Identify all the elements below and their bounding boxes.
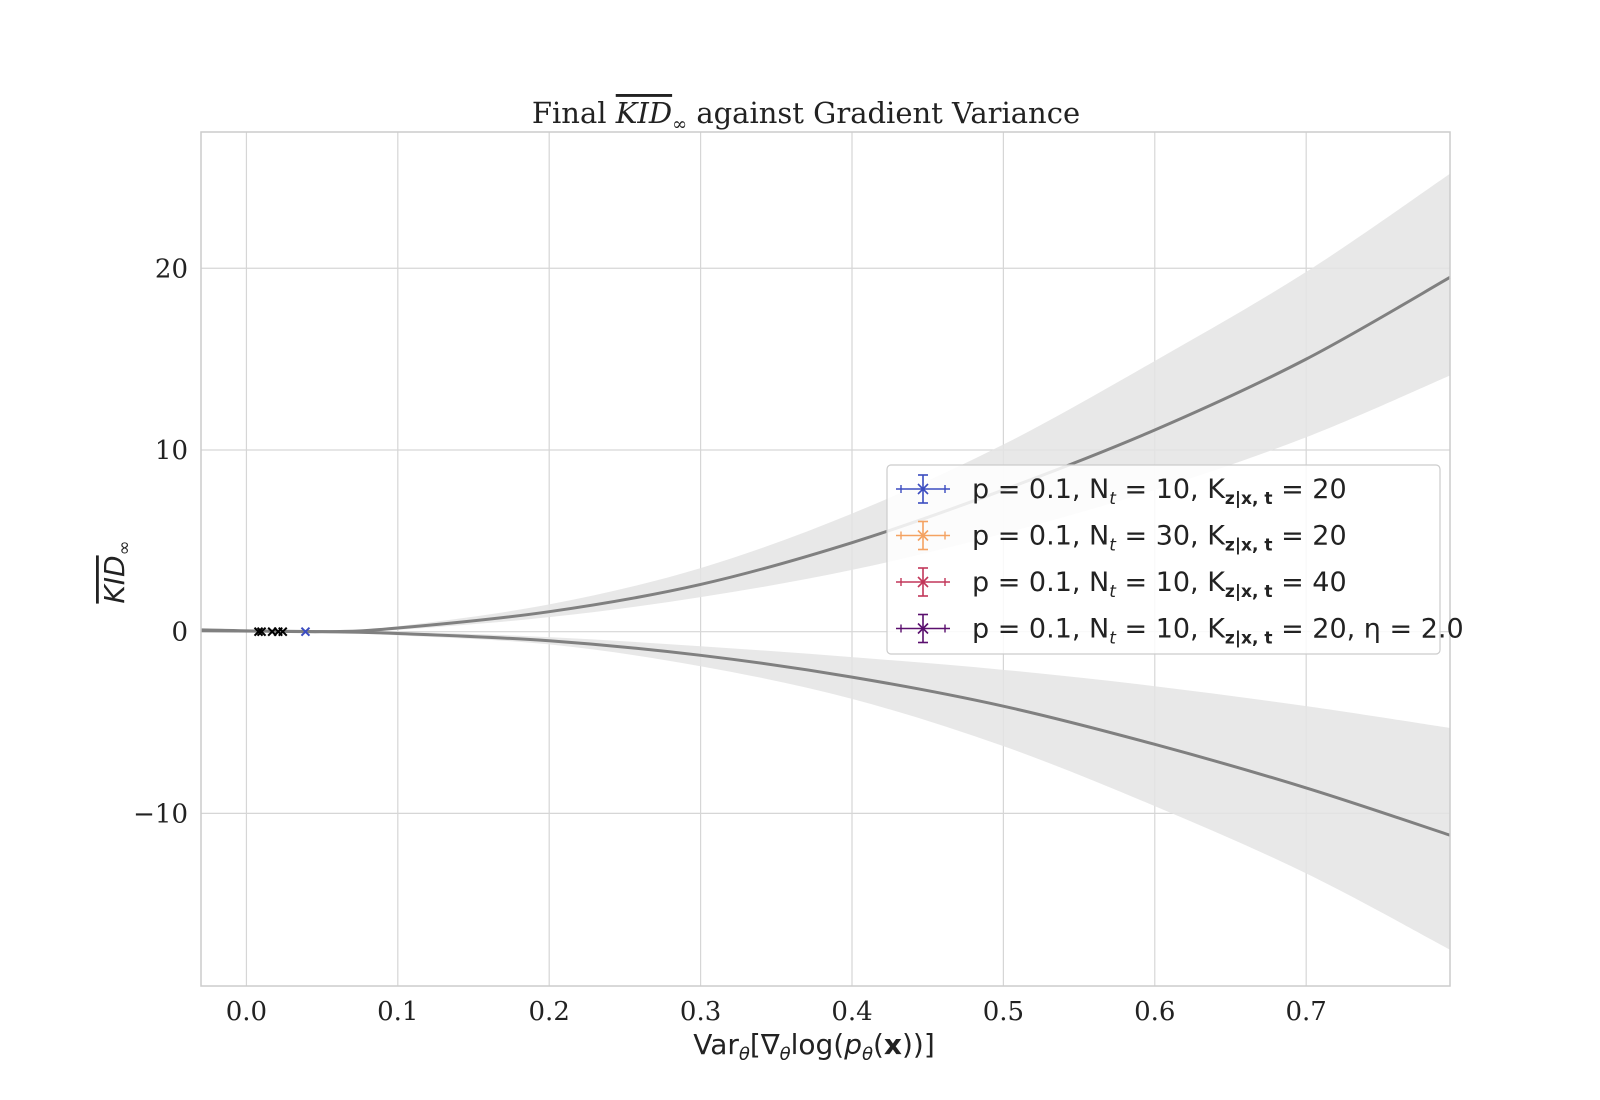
x-tick-labels: 0.0 0.1 0.2 0.3 0.4 0.5 0.6 0.7	[226, 997, 1327, 1027]
data-point-marker	[300, 626, 311, 637]
chart-title: Final KID∞ against Gradient Variance	[532, 96, 1080, 135]
y-axis-label: KID∞	[98, 540, 135, 603]
legend-box	[886, 464, 1441, 655]
x-axis-label: Varθ[∇θlog(pθ(x))]	[693, 1028, 935, 1065]
legend-errorbar-marker	[896, 520, 950, 551]
xlabel-var: Var	[693, 1028, 739, 1061]
x-tick-label: 0.2	[529, 997, 570, 1027]
legend-label: p = 0.1, Nt = 10, Kz|x, t = 20, η = 2.0	[972, 614, 1464, 649]
x-tick-label: 0.1	[377, 997, 418, 1027]
confidence-bands	[201, 173, 1450, 950]
xlabel-p: p	[843, 1028, 862, 1061]
xlabel-open2: (	[873, 1028, 884, 1061]
y-tick-label: 10	[155, 436, 188, 466]
xlabel-close: ))]	[902, 1028, 935, 1061]
fit-curves	[200, 276, 1451, 837]
x-tick-label: 0.7	[1285, 997, 1326, 1027]
legend-label: p = 0.1, Nt = 10, Kz|x, t = 20	[972, 474, 1347, 509]
legend-errorbar-marker	[896, 613, 950, 644]
x-tick-label: 0.3	[680, 997, 721, 1027]
xlabel-log: log(	[791, 1028, 845, 1061]
plot-frame	[200, 131, 1451, 987]
legend-entry: p = 0.1, Nt = 10, Kz|x, t = 40	[896, 567, 1347, 602]
y-tick-label: 0	[171, 618, 188, 648]
ylabel-sub: ∞	[114, 540, 135, 555]
y-tick-label: 20	[155, 254, 188, 284]
xlabel-x: x	[884, 1028, 902, 1061]
legend-errorbar-marker	[896, 567, 950, 597]
legend-errorbar-marker	[896, 474, 950, 504]
ylabel-kid: KID	[98, 555, 131, 603]
fit-curve	[200, 629, 1451, 837]
data-point-marker	[278, 626, 288, 637]
data-points	[253, 626, 311, 637]
legend-entry: p = 0.1, Nt = 10, Kz|x, t = 20	[896, 474, 1347, 509]
title-prefix: Final	[532, 96, 616, 130]
legend-entry: p = 0.1, Nt = 30, Kz|x, t = 20	[896, 521, 1347, 556]
confidence-band	[201, 629, 1450, 950]
xlabel-sub1: θ	[739, 1044, 750, 1065]
legend-entry: p = 0.1, Nt = 10, Kz|x, t = 20, η = 2.0	[896, 614, 1464, 649]
legend: p = 0.1, Nt = 10, Kz|x, t = 20 p = 0.1, N…	[886, 464, 1464, 655]
x-tick-label: 0.4	[831, 997, 872, 1027]
legend-label: p = 0.1, Nt = 30, Kz|x, t = 20	[972, 521, 1347, 556]
title-sub: ∞	[672, 114, 687, 135]
fit-curve	[200, 276, 1451, 634]
title-kid: KID	[615, 96, 672, 130]
x-tick-label: 0.5	[983, 997, 1024, 1027]
title-suffix: against Gradient Variance	[687, 96, 1080, 130]
legend-label: p = 0.1, Nt = 10, Kz|x, t = 40	[972, 567, 1347, 602]
xlabel-open: [∇	[750, 1028, 780, 1061]
xlabel-sub2: θ	[780, 1044, 791, 1065]
data-point-marker	[256, 626, 267, 637]
xlabel-sub3: θ	[862, 1044, 873, 1065]
confidence-band	[201, 173, 1450, 633]
y-tick-label: −10	[133, 799, 188, 829]
y-tick-labels: −10 0 10 20	[133, 254, 188, 829]
x-tick-label: 0.6	[1134, 997, 1175, 1027]
x-tick-label: 0.0	[226, 997, 267, 1027]
data-point-marker	[253, 626, 264, 637]
